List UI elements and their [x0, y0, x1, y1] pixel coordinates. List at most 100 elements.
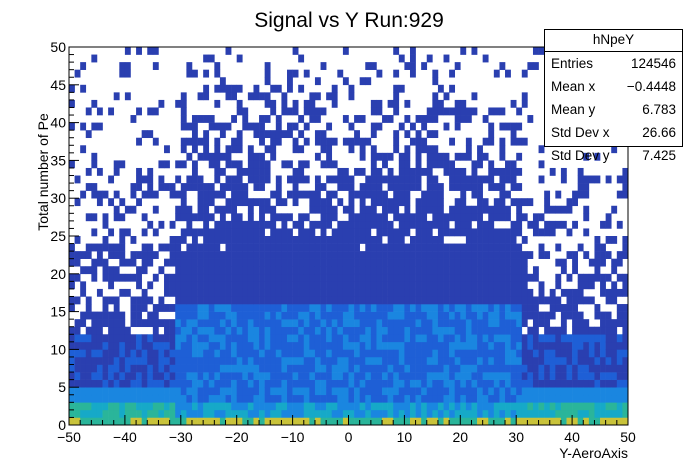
heatmap-cell [247, 228, 254, 237]
heatmap-cell [460, 47, 467, 55]
heatmap-cell [387, 198, 394, 207]
heatmap-cell [236, 394, 243, 403]
heatmap-cell [314, 220, 321, 229]
heatmap-cell [169, 236, 176, 244]
heatmap-cell [611, 387, 618, 396]
heatmap-cell [398, 190, 405, 199]
heatmap-cell [186, 137, 193, 146]
heatmap-cell [600, 258, 606, 267]
heatmap-cell [219, 167, 226, 176]
heatmap-cell [393, 130, 400, 139]
heatmap-cell [488, 175, 495, 184]
heatmap-cell [460, 167, 467, 176]
heatmap-cell [365, 62, 372, 70]
heatmap-cell [365, 77, 372, 86]
heatmap-cell [544, 190, 551, 199]
heatmap-cell [421, 402, 428, 411]
heatmap-cell [527, 334, 534, 343]
heatmap-cell [421, 409, 428, 418]
heatmap-cell [549, 296, 556, 305]
heatmap-cell [119, 356, 126, 365]
heatmap-cell [510, 99, 517, 108]
heatmap-cell [465, 394, 472, 403]
heatmap-cell [566, 304, 573, 312]
heatmap-cell [404, 251, 411, 259]
heatmap-cell [409, 62, 416, 70]
heatmap-cell [287, 122, 293, 131]
heatmap-cell [214, 175, 221, 184]
heatmap-cell [69, 334, 75, 343]
heatmap-cell [516, 167, 523, 176]
heatmap-cell [264, 243, 271, 252]
heatmap-cell [275, 266, 282, 275]
heatmap-cell [488, 228, 495, 237]
heatmap-cell [326, 311, 333, 320]
heatmap-cell [493, 281, 500, 290]
heatmap-cell [287, 190, 293, 199]
heatmap-cell [197, 115, 204, 123]
heatmap-cell [342, 137, 349, 146]
x-tick-label: 20 [453, 429, 469, 445]
heatmap-cell [85, 326, 92, 335]
heatmap-cell [292, 402, 299, 411]
heatmap-cell [164, 402, 170, 411]
heatmap-cell [124, 387, 131, 396]
stats-value: 6.783 [642, 102, 676, 117]
heatmap-cell [443, 243, 450, 252]
heatmap-cell [108, 326, 115, 335]
heatmap-cell [370, 304, 377, 312]
heatmap-cell [555, 243, 562, 252]
heatmap-cell [108, 296, 115, 305]
heatmap-cell [393, 349, 400, 358]
heatmap-cell [242, 198, 249, 207]
heatmap-cell [130, 334, 137, 343]
heatmap-cell [108, 372, 115, 380]
heatmap-cell [158, 266, 165, 275]
heatmap-cell [415, 228, 422, 237]
heatmap-cell [426, 304, 433, 312]
heatmap-cell [409, 394, 416, 403]
heatmap-cell [102, 409, 109, 418]
heatmap-cell [477, 251, 483, 259]
heatmap-cell [326, 160, 333, 169]
heatmap-cell [337, 243, 344, 252]
heatmap-cell [359, 379, 366, 388]
heatmap-cell [398, 198, 405, 207]
heatmap-cell [443, 296, 450, 305]
heatmap-cell [264, 326, 271, 335]
heatmap-cell [225, 145, 232, 154]
stats-box: hNpeY Entries 124546 Mean x −0.4448 Mean… [544, 29, 683, 163]
heatmap-cell [74, 356, 81, 365]
heatmap-cell [130, 251, 137, 259]
heatmap-cell [219, 213, 226, 222]
heatmap-cell [287, 296, 293, 305]
heatmap-cell [572, 266, 578, 275]
heatmap-cell [186, 349, 193, 358]
heatmap-cell [437, 326, 444, 335]
heatmap-cell [538, 394, 545, 403]
heatmap-cell [409, 47, 416, 55]
heatmap-cell [191, 122, 198, 131]
heatmap-cell [460, 372, 467, 380]
heatmap-cell [488, 326, 495, 335]
heatmap-cell [203, 304, 210, 312]
heatmap-cell [186, 228, 193, 237]
heatmap-cell [91, 243, 98, 252]
heatmap-cell [432, 183, 439, 191]
heatmap-cell [393, 190, 400, 199]
heatmap-cell [465, 372, 472, 380]
heatmap-cell [365, 281, 372, 290]
heatmap-cell [510, 394, 517, 403]
heatmap-cell [203, 152, 210, 161]
heatmap-cell [253, 349, 260, 358]
heatmap-cell [242, 236, 249, 244]
heatmap-cell [326, 175, 333, 184]
heatmap-cell [532, 228, 539, 237]
heatmap-cell [488, 137, 495, 146]
heatmap-cell [314, 107, 321, 116]
heatmap-cell [376, 349, 383, 358]
heatmap-cell [320, 364, 327, 373]
heatmap-cell [231, 311, 237, 320]
heatmap-cell [164, 356, 170, 365]
heatmap-cell [169, 364, 176, 373]
